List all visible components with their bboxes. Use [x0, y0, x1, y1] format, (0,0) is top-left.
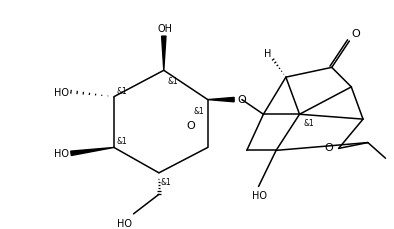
Text: O: O	[351, 29, 360, 39]
Text: &1: &1	[161, 177, 172, 186]
Polygon shape	[208, 98, 234, 102]
Text: O: O	[237, 94, 246, 104]
Polygon shape	[162, 37, 166, 71]
Text: HO: HO	[54, 149, 69, 159]
Text: HO: HO	[54, 87, 69, 97]
Text: &1: &1	[168, 77, 178, 86]
Text: &1: &1	[117, 86, 128, 95]
Polygon shape	[71, 148, 114, 156]
Text: O: O	[325, 143, 333, 153]
Text: OH: OH	[157, 24, 172, 34]
Text: H: H	[264, 48, 271, 58]
Text: &1: &1	[117, 137, 128, 146]
Text: HO: HO	[252, 191, 267, 201]
Text: O: O	[187, 121, 195, 131]
Text: &1: &1	[193, 107, 204, 116]
Text: &1: &1	[303, 119, 314, 128]
Text: HO: HO	[117, 218, 132, 228]
